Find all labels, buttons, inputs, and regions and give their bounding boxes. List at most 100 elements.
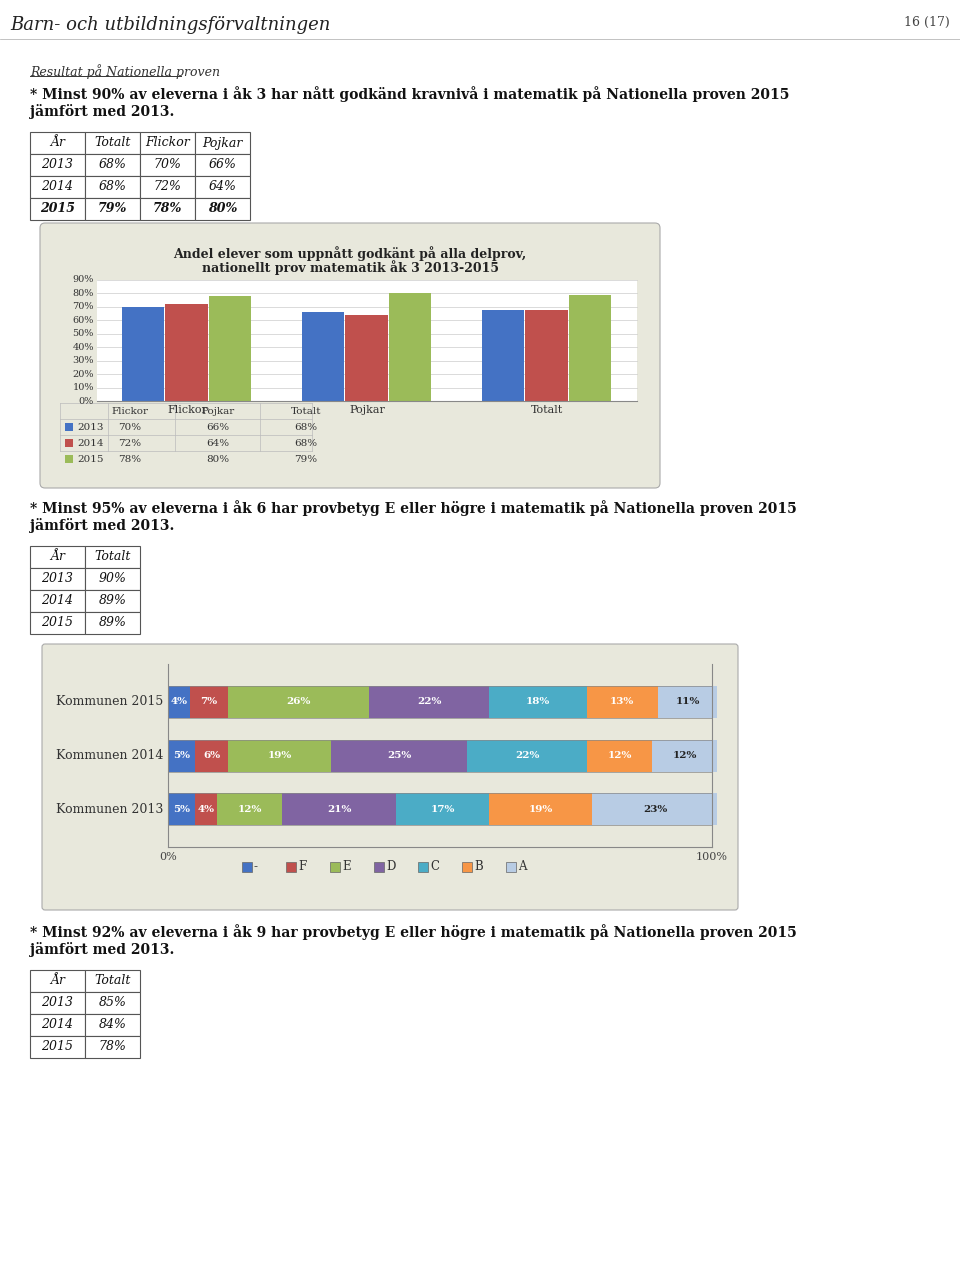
- Bar: [30, 992, 85, 1014]
- Text: 11%: 11%: [675, 697, 700, 706]
- Text: 72%: 72%: [118, 438, 141, 447]
- Text: 89%: 89%: [99, 617, 127, 629]
- Text: jämfört med 2013.: jämfört med 2013.: [30, 104, 175, 118]
- Bar: [195, 154, 250, 176]
- Text: År: År: [50, 975, 65, 987]
- Text: 23%: 23%: [643, 805, 667, 814]
- Bar: [140, 132, 195, 154]
- Bar: [168, 794, 195, 826]
- Text: 30%: 30%: [73, 357, 94, 366]
- Text: Totalt: Totalt: [94, 550, 131, 563]
- Text: 7%: 7%: [201, 697, 217, 706]
- Text: 10%: 10%: [73, 383, 94, 392]
- Bar: [30, 547, 85, 568]
- Bar: [462, 862, 472, 871]
- Bar: [286, 862, 296, 871]
- Text: 78%: 78%: [99, 1041, 127, 1054]
- Bar: [30, 1036, 85, 1057]
- FancyBboxPatch shape: [42, 643, 738, 910]
- Text: Flickor: Flickor: [111, 406, 149, 415]
- Text: 79%: 79%: [295, 455, 318, 464]
- Text: 80%: 80%: [207, 203, 237, 215]
- Text: Pojkar: Pojkar: [203, 136, 243, 149]
- Text: 68%: 68%: [295, 423, 318, 432]
- Bar: [30, 176, 85, 197]
- Bar: [396, 794, 489, 826]
- Bar: [85, 590, 140, 612]
- Bar: [168, 685, 712, 717]
- Text: Flickor: Flickor: [145, 136, 190, 149]
- Text: 19%: 19%: [268, 750, 292, 761]
- Text: Totalt: Totalt: [531, 405, 564, 415]
- Text: 89%: 89%: [99, 595, 127, 608]
- Bar: [190, 685, 228, 717]
- Text: 4%: 4%: [198, 805, 215, 814]
- Text: Andel elever som uppnått godkänt på alla delprov,: Andel elever som uppnått godkänt på alla…: [174, 246, 527, 261]
- Bar: [85, 132, 140, 154]
- Text: 2014: 2014: [41, 595, 74, 608]
- Text: 20%: 20%: [73, 369, 94, 378]
- Text: 2013: 2013: [41, 158, 74, 172]
- Text: Resultat på Nationella proven: Resultat på Nationella proven: [30, 64, 220, 79]
- Text: -: -: [254, 860, 258, 874]
- Text: 70%: 70%: [73, 302, 94, 311]
- Bar: [282, 794, 396, 826]
- Bar: [30, 970, 85, 992]
- Text: 5%: 5%: [173, 805, 190, 814]
- Text: 2015: 2015: [41, 1041, 74, 1054]
- Bar: [195, 197, 250, 220]
- Text: 12%: 12%: [608, 750, 632, 761]
- Text: Kommunen 2013: Kommunen 2013: [56, 803, 163, 815]
- Text: 100%: 100%: [696, 852, 728, 862]
- Text: År: År: [50, 136, 65, 149]
- Text: 64%: 64%: [206, 438, 229, 447]
- Text: 2014: 2014: [41, 1018, 74, 1032]
- Text: Barn- och utbildningsförvaltningen: Barn- och utbildningsförvaltningen: [10, 17, 330, 34]
- Bar: [592, 794, 717, 826]
- Text: 21%: 21%: [327, 805, 351, 814]
- Bar: [85, 970, 140, 992]
- Text: C: C: [430, 860, 439, 874]
- Bar: [97, 280, 637, 401]
- Bar: [140, 154, 195, 176]
- Bar: [30, 154, 85, 176]
- Bar: [85, 176, 140, 197]
- Text: 70%: 70%: [118, 423, 141, 432]
- Text: 68%: 68%: [99, 181, 127, 194]
- Bar: [242, 862, 252, 871]
- Text: 0%: 0%: [159, 852, 177, 862]
- Bar: [30, 197, 85, 220]
- Text: 68%: 68%: [295, 438, 318, 447]
- Bar: [85, 992, 140, 1014]
- Bar: [374, 862, 384, 871]
- Text: 68%: 68%: [99, 158, 127, 172]
- Bar: [525, 310, 567, 401]
- Bar: [30, 1014, 85, 1036]
- Bar: [65, 455, 73, 462]
- Text: Kommunen 2015: Kommunen 2015: [56, 696, 163, 708]
- Text: Totalt: Totalt: [94, 136, 131, 149]
- Bar: [30, 132, 85, 154]
- Text: 85%: 85%: [99, 996, 127, 1009]
- Text: 2015: 2015: [41, 617, 74, 629]
- Text: 2014: 2014: [77, 438, 104, 447]
- Bar: [195, 794, 217, 826]
- Bar: [652, 739, 717, 772]
- Bar: [30, 568, 85, 590]
- Text: 18%: 18%: [526, 697, 550, 706]
- Bar: [30, 612, 85, 634]
- Text: jämfört med 2013.: jämfört med 2013.: [30, 941, 175, 957]
- Text: B: B: [474, 860, 483, 874]
- Bar: [587, 685, 658, 717]
- Text: 66%: 66%: [206, 423, 229, 432]
- Bar: [389, 293, 431, 401]
- Bar: [195, 739, 228, 772]
- Bar: [85, 568, 140, 590]
- Bar: [208, 296, 251, 401]
- Text: 19%: 19%: [529, 805, 553, 814]
- Text: 25%: 25%: [387, 750, 411, 761]
- Text: 2015: 2015: [40, 203, 75, 215]
- Text: 26%: 26%: [286, 697, 311, 706]
- Text: 50%: 50%: [73, 329, 94, 339]
- Bar: [85, 612, 140, 634]
